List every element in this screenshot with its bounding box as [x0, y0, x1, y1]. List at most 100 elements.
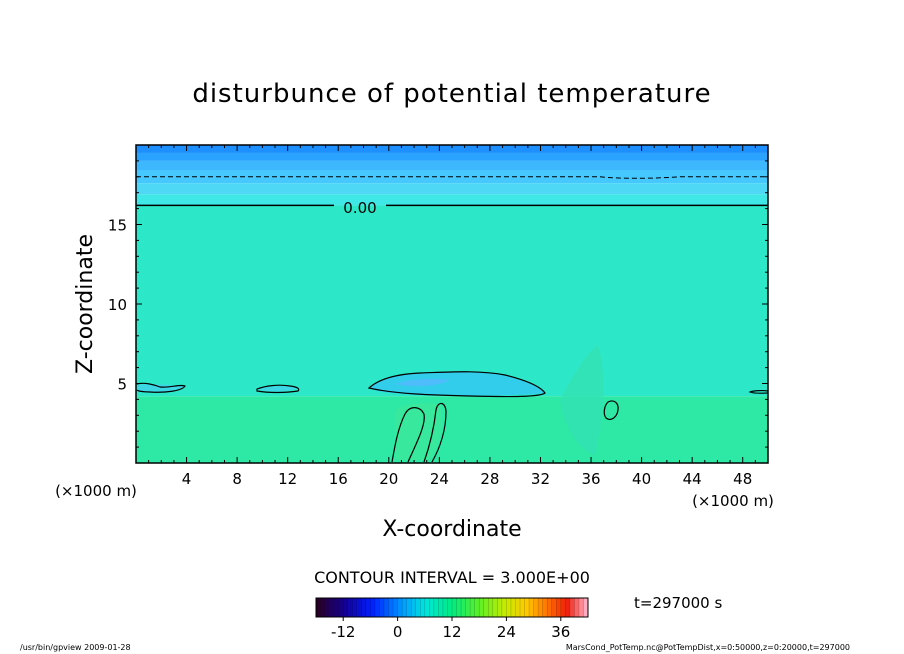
colorbar-segment	[465, 598, 471, 617]
colorbar-tick-label: 24	[497, 623, 516, 641]
colorbar-segment	[447, 598, 453, 617]
x-unit-left: (×1000 m)	[55, 482, 137, 500]
colorbar-segment	[510, 598, 516, 617]
x-tick-label: 36	[581, 470, 600, 488]
colorbar-segment	[574, 598, 580, 617]
colorbar-segment	[334, 598, 339, 617]
colorbar-segment	[325, 598, 330, 617]
colorbar-segment	[320, 598, 326, 617]
x-tick-label: 28	[480, 470, 499, 488]
colorbar-segment	[547, 598, 553, 617]
colorbar-segment	[556, 598, 562, 617]
contour-interval-text: CONTOUR INTERVAL = 3.000E+00	[314, 568, 590, 587]
colorbar-segment	[583, 598, 589, 617]
contour-line-4	[603, 400, 619, 421]
x-axis-label: X-coordinate	[382, 517, 521, 542]
colorbar-segment	[433, 598, 439, 617]
contour-line-2	[256, 384, 300, 394]
colorbar-tick-label: 12	[442, 623, 461, 641]
y-axis-label: Z-coordinate	[73, 234, 98, 374]
colorbar-segment	[483, 598, 489, 617]
anomaly-patch-3	[257, 385, 300, 392]
colorbar-segment	[497, 598, 503, 617]
colorbar-segment	[393, 598, 398, 617]
x-tick-label: 32	[531, 470, 550, 488]
colorbar-segment	[429, 598, 435, 617]
colorbar-segment	[402, 598, 407, 617]
colorbar-segment	[538, 598, 543, 617]
colorbar-segment	[352, 598, 358, 617]
y-tick-label: 10	[108, 296, 127, 314]
x-axis-ticks: 4 8 12 16 20 24 28 32 36 40 44 48	[148, 145, 756, 488]
anomaly-patch-4	[560, 345, 604, 455]
band-6	[136, 205, 768, 397]
colorbar-segment	[488, 598, 494, 617]
contour-line-1	[136, 382, 186, 393]
contour-line-0	[367, 371, 546, 398]
chart-title: disturbunce of potential temperature	[192, 79, 711, 109]
colorbar-segment	[524, 598, 530, 617]
colorbar-segment	[316, 598, 321, 617]
anomaly-patch-0	[369, 371, 545, 396]
colorbar-segment	[420, 598, 426, 617]
colorbar-segment	[388, 598, 394, 617]
colorbar-segment	[492, 598, 498, 617]
band-2	[136, 160, 768, 171]
colorbar-segment	[361, 598, 367, 617]
colorbar	[315, 598, 589, 617]
x-tick-label: 20	[379, 470, 398, 488]
x-tick-label: 4	[182, 470, 192, 488]
x-tick-label: 24	[430, 470, 449, 488]
colorbar-segment	[343, 598, 349, 617]
colorbar-segment	[551, 598, 557, 617]
colorbar-segment	[347, 598, 353, 617]
time-text: t=297000 s	[634, 594, 722, 612]
band-5	[136, 194, 768, 206]
colorbar-segment	[529, 598, 534, 617]
colorbar-segment	[397, 598, 403, 617]
x-tick-label: 16	[329, 470, 348, 488]
colorbar-segment	[479, 598, 485, 617]
colorbar-segment	[329, 598, 335, 617]
colorbar-segment	[365, 598, 371, 617]
colorbar-segment	[569, 598, 575, 617]
colorbar-tick-label: 36	[551, 623, 570, 641]
colorbar-segment	[415, 598, 421, 617]
colorbar-tick-label: 0	[393, 623, 403, 641]
contour-line-3	[748, 389, 768, 394]
contour-line-5	[391, 407, 425, 463]
x-tick-label: 12	[278, 470, 297, 488]
colorbar-segment	[438, 598, 444, 617]
footer-left: /usr/bin/gpview 2009-01-28	[20, 643, 131, 652]
colorbar-ticks: -12 0 12 24 36	[331, 617, 570, 641]
colorbar-segment	[578, 598, 584, 617]
y-tick-label: 15	[108, 217, 127, 235]
colorbar-segment	[533, 598, 539, 617]
colorbar-segment	[384, 598, 389, 617]
y-tick-label: 5	[117, 376, 127, 394]
contour-lines	[136, 176, 768, 463]
colorbar-segment	[338, 598, 344, 617]
band-7	[136, 396, 768, 463]
footer-right: MarsCond_PotTemp.nc@PotTempDist,x=0:5000…	[566, 643, 850, 652]
colorbar-segment	[424, 598, 430, 617]
colorbar-segment	[411, 598, 417, 617]
plot-area	[136, 145, 768, 463]
colorbar-segment	[506, 598, 512, 617]
contour-line-6	[423, 402, 447, 463]
colorbar-segment	[406, 598, 412, 617]
colorbar-segment	[379, 598, 385, 617]
colorbar-segment	[515, 598, 521, 617]
anomaly-patch-5	[395, 403, 442, 460]
y-axis-ticks: 5 10 15	[108, 160, 768, 448]
colorbar-segment	[520, 598, 525, 617]
colorbar-segment	[501, 598, 507, 617]
colorbar-segment	[461, 598, 466, 617]
colorbar-segment	[452, 598, 457, 617]
contour-dashed	[136, 176, 768, 179]
colorbar-segment	[542, 598, 548, 617]
contour-zero-label: 0.00	[343, 199, 376, 217]
anomaly-patch-1	[395, 379, 450, 387]
x-unit-right: (×1000 m)	[692, 492, 774, 510]
